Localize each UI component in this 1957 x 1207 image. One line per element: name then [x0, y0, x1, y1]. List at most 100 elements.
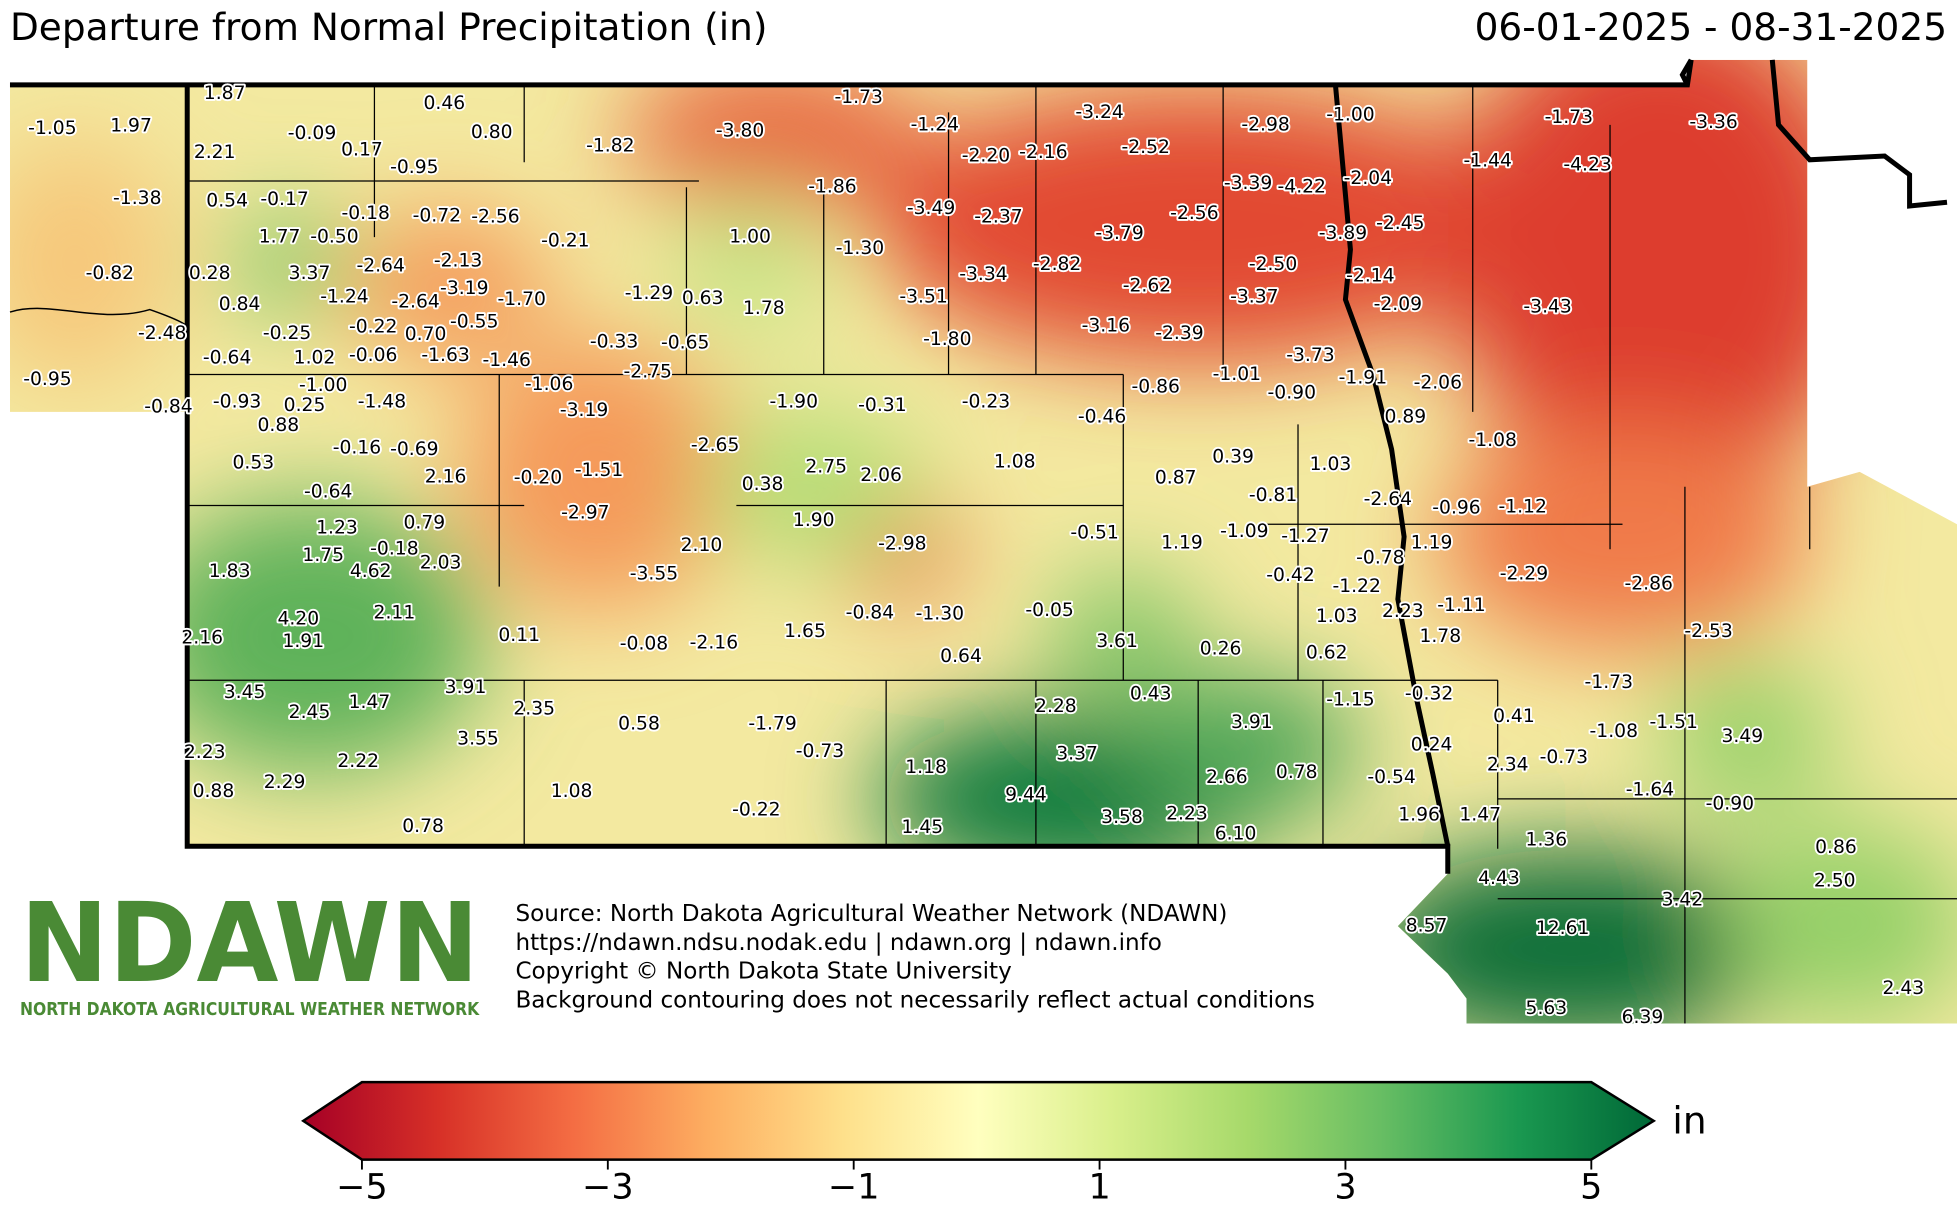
station-value: 1.47: [349, 692, 391, 713]
station-value: -0.78: [1356, 547, 1404, 568]
station-value: -1.09: [1220, 521, 1268, 542]
station-value: -1.38: [113, 188, 161, 209]
station-value: 0.54: [206, 190, 248, 211]
station-value: -1.06: [525, 374, 573, 395]
station-value: -1.82: [586, 136, 634, 157]
station-value: -0.42: [1266, 565, 1314, 586]
station-value: 0.39: [1212, 446, 1254, 467]
station-value: 1.91: [282, 631, 324, 652]
station-value: 0.53: [233, 453, 275, 474]
station-value: 3.91: [445, 677, 487, 698]
station-value: 1.03: [1316, 606, 1358, 627]
station-value: -3.34: [959, 264, 1007, 285]
station-value: -0.65: [661, 333, 709, 354]
station-value: -2.39: [1155, 323, 1203, 344]
credit-line: https://ndawn.ndsu.nodak.edu | ndawn.org…: [515, 930, 1161, 956]
station-value: 1.02: [294, 348, 336, 369]
map-title: Departure from Normal Precipitation (in): [10, 5, 767, 49]
station-value: -0.32: [1405, 683, 1453, 704]
station-value: -2.64: [1364, 489, 1412, 510]
station-value: -0.22: [732, 800, 780, 821]
station-value: 1.36: [1526, 830, 1568, 851]
station-value: 3.55: [457, 728, 499, 749]
colorbar-tick-label: 1: [1088, 1167, 1110, 1207]
station-value: -2.37: [974, 207, 1022, 228]
station-value: -0.95: [390, 157, 438, 178]
station-value: -2.75: [624, 361, 672, 382]
station-value: -2.98: [878, 534, 926, 555]
station-value: -3.49: [907, 198, 955, 219]
station-value: -1.44: [1464, 151, 1512, 172]
station-value: 2.50: [1814, 871, 1856, 892]
station-value: -1.70: [497, 289, 545, 310]
station-value: -1.73: [1545, 107, 1593, 128]
station-value: -0.93: [213, 391, 261, 412]
station-value: -0.90: [1268, 383, 1316, 404]
station-value: 1.90: [793, 510, 835, 531]
station-value: -3.16: [1082, 315, 1130, 336]
station-value: -2.82: [1033, 254, 1081, 275]
station-value: 2.03: [420, 552, 462, 573]
station-value: -1.15: [1326, 690, 1374, 711]
station-value: -0.84: [846, 602, 894, 623]
station-value: -0.21: [541, 230, 589, 251]
station-value: 2.16: [181, 627, 223, 648]
station-value: 2.21: [194, 142, 236, 163]
station-value: 0.63: [682, 288, 724, 309]
station-value: -2.29: [1500, 564, 1548, 585]
station-value: -0.22: [349, 317, 397, 338]
station-value: -1.30: [836, 238, 884, 259]
station-value: -3.55: [630, 564, 678, 585]
station-value: -3.39: [1224, 173, 1272, 194]
station-value: -3.37: [1230, 287, 1278, 308]
station-value: 0.25: [284, 395, 326, 416]
colorbar-ramp: [301, 1080, 1657, 1161]
colorbar: in −5 −3 −1 1 3 5: [301, 1080, 1707, 1207]
station-value: 0.88: [257, 415, 299, 436]
station-value: 0.78: [402, 816, 444, 837]
station-value: 2.45: [289, 702, 331, 723]
station-value: -0.64: [203, 348, 251, 369]
station-value: 1.08: [994, 451, 1036, 472]
station-value: -0.06: [349, 345, 397, 366]
station-value: -4.22: [1278, 177, 1326, 198]
station-value: -1.11: [1437, 595, 1485, 616]
station-value: 2.35: [513, 698, 555, 719]
station-value: -1.08: [1590, 721, 1638, 742]
logo: NDAWN NORTH DAKOTA AGRICULTURAL WEATHER …: [20, 879, 481, 1020]
station-value: -3.80: [716, 121, 764, 142]
colorbar-tick-label: −3: [582, 1167, 634, 1207]
station-value: -0.82: [86, 263, 134, 284]
date-range: 06-01-2025 - 08-31-2025: [1475, 5, 1947, 49]
station-value: 0.79: [404, 512, 446, 533]
station-value: -1.90: [770, 391, 818, 412]
station-value: -1.22: [1332, 576, 1380, 597]
station-value: 2.10: [681, 535, 723, 556]
colorbar-tick-label: 5: [1580, 1167, 1602, 1207]
station-value: 4.62: [350, 561, 392, 582]
station-value: 2.29: [264, 772, 306, 793]
station-value: 0.46: [423, 93, 465, 114]
station-value: 1.19: [1411, 532, 1453, 553]
station-value: 8.57: [1406, 916, 1448, 937]
station-value: 1.75: [302, 545, 344, 566]
station-value: 1.23: [316, 517, 358, 538]
station-value: 2.43: [1882, 978, 1924, 999]
station-value: -2.64: [391, 292, 439, 313]
station-value: 2.11: [374, 602, 416, 623]
station-value: -3.43: [1523, 297, 1571, 318]
station-value: -0.05: [1025, 600, 1073, 621]
station-value: -2.16: [1019, 142, 1067, 163]
station-value: 0.89: [1385, 406, 1427, 427]
station-value: -2.50: [1249, 254, 1297, 275]
station-value: -2.45: [1376, 213, 1424, 234]
station-value: 1.00: [729, 227, 771, 248]
station-value: -2.16: [690, 632, 738, 653]
station-value: -0.23: [962, 391, 1010, 412]
station-value: -2.14: [1346, 265, 1394, 286]
station-value: -3.19: [560, 400, 608, 421]
station-value: -1.48: [358, 391, 406, 412]
station-value: 1.18: [905, 757, 947, 778]
station-value: -1.51: [575, 460, 623, 481]
station-value: 3.91: [1231, 712, 1273, 733]
